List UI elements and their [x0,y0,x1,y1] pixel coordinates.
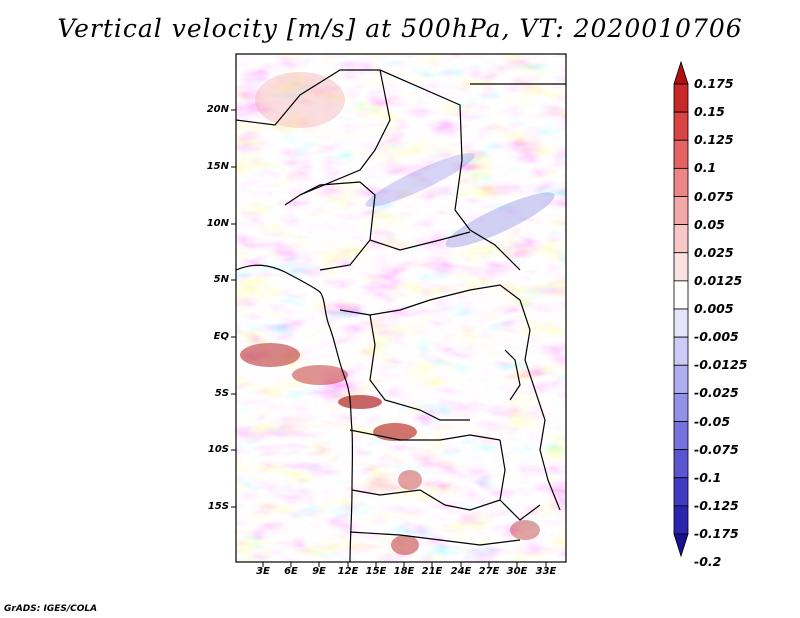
lat-label-eq: EQ [213,331,229,342]
lat-label-15n: 15N [206,161,229,172]
colorbar-swatch [673,252,689,282]
colorbar-swatch [673,421,689,451]
lat-label-5s: 5S [214,388,229,399]
colorbar-label: 0.005 [694,301,734,316]
lon-label-33e: 33E [535,566,557,577]
colorbar-swatch [673,280,689,310]
lon-label-18e: 18E [393,566,415,577]
lon-label-15e: 15E [365,566,387,577]
lon-label-12e: 12E [337,566,359,577]
colorbar-bottom-arrow [673,533,689,558]
colorbar-swatch [673,449,689,479]
lon-label-27e: 27E [478,566,500,577]
colorbar-label: 0.1 [694,160,717,176]
colorbar-label: -0.0125 [694,357,748,373]
colorbar-label: -0.2 [694,554,722,570]
lat-label-10s: 10S [207,444,229,455]
colorbar-swatch [673,139,689,169]
lat-label-5n: 5N [213,274,229,285]
colorbar-label: -0.175 [694,526,739,541]
lon-label-30e: 30E [506,566,528,577]
colorbar-swatch [673,336,689,366]
colorbar-label: -0.025 [694,385,739,401]
lat-label-20n: 20N [206,104,229,115]
colorbar-label: 0.125 [694,132,734,148]
colorbar-swatch [673,224,689,254]
colorbar-swatch [673,196,689,226]
colorbar-swatch [673,392,689,422]
grads-credit: GrADS: IGES/COLA [4,604,98,614]
colorbar-top-arrow [673,60,689,85]
colorbar-label: -0.075 [694,441,739,457]
colorbar-label: 0.05 [694,216,725,232]
colorbar-label: 0.025 [694,244,734,260]
colorbar-label: -0.1 [694,469,722,485]
velocity-field [236,54,566,562]
colorbar-swatch [673,308,689,338]
lon-label-21e: 21E [421,566,443,577]
lon-label-24e: 24E [450,566,472,577]
lat-ticks [231,109,236,508]
map-frame [235,53,567,563]
colorbar-swatch [673,364,689,394]
lon-ticks [262,562,547,567]
colorbar-label: -0.125 [694,497,739,513]
colorbar-swatch [673,111,689,141]
colorbar [673,60,689,558]
colorbar-label: 0.15 [694,104,725,120]
lon-label-3e: 3E [256,566,270,577]
colorbar-label: 0.175 [694,76,734,91]
lat-label-15s: 15S [207,501,229,512]
colorbar-label: -0.05 [694,413,731,429]
colorbar-swatch [673,83,689,113]
colorbar-label: 0.075 [694,188,734,204]
lon-label-9e: 9E [312,566,326,577]
country-borders [236,69,566,562]
map-title: Vertical velocity [m/s] at 500hPa, VT: 2… [57,14,743,43]
colorbar-swatch [673,167,689,197]
lon-label-6e: 6E [284,566,298,577]
colorbar-swatch [673,477,689,507]
colorbar-swatch [673,505,689,535]
colorbar-label: 0.0125 [694,272,743,288]
colorbar-label: -0.005 [694,329,739,345]
lat-label-10n: 10N [206,218,229,229]
